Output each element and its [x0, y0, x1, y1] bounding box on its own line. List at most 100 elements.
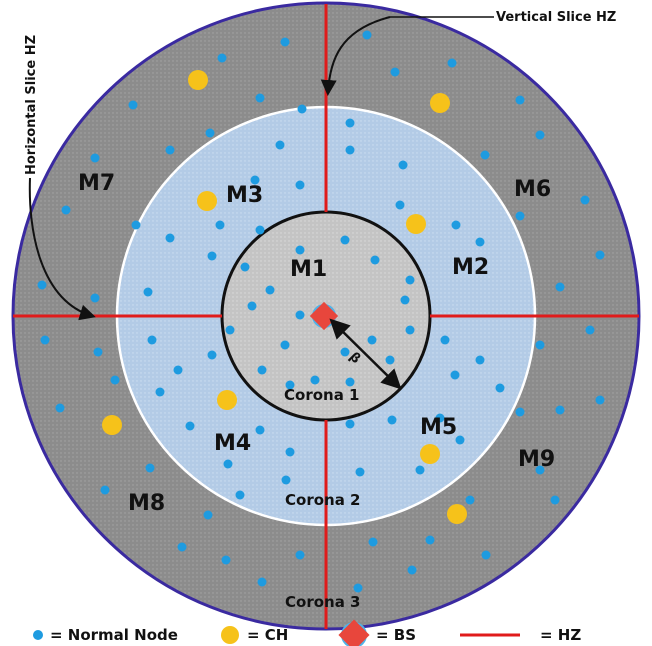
normal-node — [515, 95, 525, 105]
zone-label-m1: M1 — [290, 257, 327, 282]
normal-node — [173, 365, 183, 375]
normal-node — [425, 535, 435, 545]
zone-label-m5: M5 — [420, 415, 457, 440]
normal-node — [385, 355, 395, 365]
horizontal-slice-arrow — [28, 177, 96, 321]
normal-node — [207, 251, 217, 261]
normal-node — [475, 237, 485, 247]
cluster-head — [406, 214, 426, 234]
normal-node — [415, 465, 425, 475]
normal-node — [455, 435, 465, 445]
normal-node — [387, 415, 397, 425]
normal-node — [205, 128, 215, 138]
normal-node — [340, 235, 350, 245]
normal-node — [240, 262, 250, 272]
zone-label-m2: M2 — [452, 255, 489, 280]
normal-node — [128, 100, 138, 110]
cluster-head — [217, 390, 237, 410]
normal-node — [367, 335, 377, 345]
normal-node — [480, 150, 490, 160]
legend-normal-node-label: = Normal Node — [50, 626, 178, 644]
cluster-head — [430, 93, 450, 113]
normal-node — [515, 211, 525, 221]
normal-node — [362, 30, 372, 40]
normal-node — [110, 375, 120, 385]
normal-node — [165, 233, 175, 243]
normal-node — [555, 405, 565, 415]
cluster-head — [188, 70, 208, 90]
corona-2-label: Corona 2 — [285, 491, 360, 509]
normal-node — [370, 255, 380, 265]
normal-node — [55, 403, 65, 413]
normal-node — [223, 459, 233, 469]
normal-node — [61, 205, 71, 215]
normal-node — [225, 325, 235, 335]
cluster-head — [197, 191, 217, 211]
corona-1-label: Corona 1 — [284, 386, 359, 404]
legend-ch-label: = CH — [247, 626, 288, 644]
normal-node — [440, 335, 450, 345]
normal-node — [345, 145, 355, 155]
legend-bs-icon — [338, 619, 370, 646]
normal-node — [465, 495, 475, 505]
normal-node — [390, 67, 400, 77]
normal-node — [165, 145, 175, 155]
legend-bs-label: = BS — [376, 626, 416, 644]
legend-ch-icon — [221, 626, 239, 644]
normal-node — [585, 325, 595, 335]
normal-node — [295, 310, 305, 320]
normal-node — [145, 463, 155, 473]
normal-node — [535, 340, 545, 350]
zone-label-m9: M9 — [518, 447, 555, 472]
normal-node — [405, 325, 415, 335]
normal-node — [177, 542, 187, 552]
normal-node — [407, 565, 417, 575]
zone-label-m6: M6 — [514, 177, 551, 202]
vertical-slice-arrow — [320, 16, 391, 96]
normal-node — [147, 335, 157, 345]
normal-node — [265, 285, 275, 295]
normal-node — [257, 365, 267, 375]
normal-node — [207, 350, 217, 360]
normal-node — [400, 295, 410, 305]
normal-node — [595, 395, 605, 405]
normal-node — [495, 383, 505, 393]
corona-3-label: Corona 3 — [285, 593, 360, 611]
normal-node — [340, 347, 350, 357]
normal-node — [555, 282, 565, 292]
normal-node — [275, 140, 285, 150]
normal-node — [295, 245, 305, 255]
normal-node — [395, 200, 405, 210]
cluster-head — [447, 504, 467, 524]
normal-node — [185, 421, 195, 431]
normal-node — [250, 175, 260, 185]
cluster-heads — [102, 70, 467, 524]
normal-node — [90, 293, 100, 303]
normal-node — [255, 425, 265, 435]
normal-node — [143, 287, 153, 297]
normal-node — [450, 370, 460, 380]
normal-node — [435, 413, 445, 423]
normal-node — [345, 118, 355, 128]
legend-hz-label: = HZ — [540, 626, 581, 644]
normal-node — [535, 465, 545, 475]
normal-node — [285, 447, 295, 457]
zone-label-m3: M3 — [226, 183, 263, 208]
normal-node — [255, 93, 265, 103]
normal-node — [280, 37, 290, 47]
cluster-head — [102, 415, 122, 435]
normal-node — [295, 550, 305, 560]
normal-node — [475, 355, 485, 365]
normal-node — [37, 280, 47, 290]
legend-normal-node-icon — [33, 630, 43, 640]
normal-node — [310, 375, 320, 385]
normal-node — [131, 220, 141, 230]
normal-node — [297, 104, 307, 114]
normal-node — [295, 180, 305, 190]
zone-label-m4: M4 — [214, 431, 251, 456]
normal-node — [353, 583, 363, 593]
normal-node — [550, 495, 560, 505]
normal-node — [100, 485, 110, 495]
zone-label-m7: M7 — [78, 171, 115, 196]
